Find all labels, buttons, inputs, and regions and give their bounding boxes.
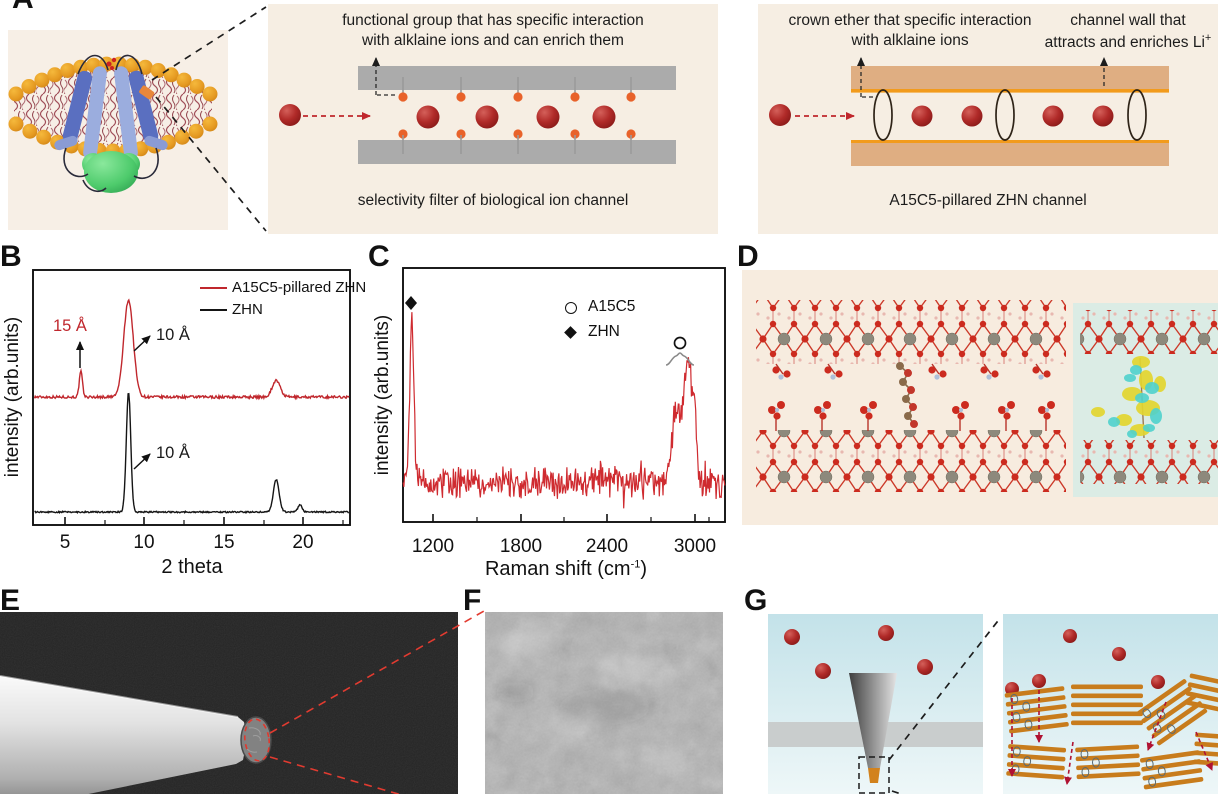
raman-legend-zhn: ZHN <box>588 323 620 340</box>
nitrate-groups <box>768 401 1055 431</box>
zhn-lamellar-stacks <box>1004 673 1218 790</box>
ions <box>769 104 1114 127</box>
raman-trace <box>402 312 726 509</box>
raman-tick-1200: 1200 <box>411 536 455 557</box>
crown-annotation-line2: with alklaine ions <box>851 32 969 49</box>
xrd-ylabel: intensity (arb.units) <box>2 316 23 478</box>
peak-brace-icon <box>665 352 695 366</box>
surface-highlights <box>495 628 700 771</box>
arrow-10A-black-icon <box>133 453 151 470</box>
raman-tick-1800: 1800 <box>499 536 543 557</box>
raman-legend-a15c5: A15C5 <box>588 298 636 315</box>
panel-a-label: A <box>12 0 34 14</box>
right-ions <box>1005 629 1165 696</box>
sem-pipette-image <box>0 612 458 794</box>
wall-annotation-line1: channel wall that <box>1070 12 1186 29</box>
raman-x-ticks <box>432 514 710 522</box>
xrd-trace-a15c5 <box>33 298 350 401</box>
bio-annotation-line1: functional group that has specific inter… <box>342 12 644 29</box>
arrow-10A-red-icon <box>133 335 151 352</box>
xrd-tick-20: 20 <box>292 532 314 553</box>
zhn-channel-panel <box>758 4 1218 234</box>
raman-tick-2400: 2400 <box>585 536 629 557</box>
panel-e-label: E <box>0 584 21 617</box>
orange-fragment <box>139 85 155 100</box>
zhn-channel-caption: A15C5-pillared ZHN channel <box>889 192 1087 209</box>
xrd-ann-10A-black: 10 Å <box>156 444 190 462</box>
tip-zoom-dashed-box-icon <box>858 756 890 794</box>
xrd-tick-15: 15 <box>213 532 235 553</box>
xrd-legend-a15c5: A15C5-pillared ZHN <box>232 279 367 296</box>
ions <box>279 104 616 129</box>
panel-b-label: B <box>0 240 22 273</box>
xrd-legend-line-black-icon <box>200 309 227 311</box>
teal-layer-top <box>1080 310 1218 354</box>
wall-annotation-line2: attracts and enriches Li+ <box>1044 32 1212 52</box>
a15c5-peak-circle-icon <box>673 336 687 350</box>
zhn-walls <box>851 66 1169 166</box>
sem-membrane-surface-image <box>485 612 723 794</box>
xrd-xlabel: 2 theta <box>161 556 223 578</box>
xrd-tick-5: 5 <box>59 532 71 553</box>
device-schematic <box>768 614 1218 794</box>
raman-tick-3000: 3000 <box>673 536 717 557</box>
zhn-peak-diamond-icon <box>405 296 417 310</box>
crown-annotation-line1: crown ether that specific interaction <box>788 12 1032 29</box>
raman-ylabel: intensity (arb.units) <box>372 314 393 476</box>
xrd-annotation-arrows <box>76 335 151 470</box>
interlayer-water-groups <box>772 363 1052 380</box>
li-superscript: + <box>1204 32 1212 44</box>
zhn-layer-top <box>756 300 1066 364</box>
zhn-channel-schematic <box>769 66 1169 166</box>
crown-molecule <box>896 361 921 428</box>
xrd-legend-zhn: ZHN <box>232 301 263 318</box>
panel-f-label: F <box>463 584 482 617</box>
protein-loops <box>63 54 159 193</box>
zhn-tip-plug <box>868 768 880 783</box>
glass-nanopipette-cone <box>849 673 897 768</box>
xrd-ann-10A-red: 10 Å <box>156 326 190 344</box>
pipette-rod <box>0 676 247 794</box>
ion-path-arrows <box>1008 690 1213 785</box>
xrd-x-ticks <box>64 517 344 525</box>
xrd-legend-line-red-icon <box>200 287 227 289</box>
panel-c-label: C <box>368 240 390 273</box>
bio-filter-schematic <box>279 66 676 164</box>
xrd-ann-15A: 15 Å <box>53 317 87 335</box>
crown-ethers <box>873 89 1147 141</box>
protein-helices <box>54 66 168 160</box>
membrane-protein-illustration <box>8 30 228 230</box>
functional-group-pins <box>398 77 636 154</box>
raman-xlabel: Raman shift (cm-1) <box>484 558 648 580</box>
rod-highlight <box>0 675 239 718</box>
raman-legend-circle-icon <box>565 302 577 314</box>
xrd-tick-10: 10 <box>133 532 155 553</box>
panel-g-label: G <box>744 584 768 617</box>
bound-ion <box>106 57 117 70</box>
xrd-trace-zhn <box>34 392 350 515</box>
raman-plot <box>402 267 726 523</box>
intracellular-domain <box>82 151 140 193</box>
panel-d-label: D <box>737 240 759 273</box>
bio-filter-caption: selectivity filter of biological ion cha… <box>357 192 629 209</box>
channel-walls-gray <box>358 66 676 164</box>
pipette-tip-face <box>240 716 272 764</box>
zhn-layer-bottom <box>756 430 1066 492</box>
structure-model-panel <box>742 270 1218 525</box>
raman-plot-frame <box>402 267 726 523</box>
charge-density-isosurfaces <box>1091 356 1166 439</box>
bio-annotation-line2: with alklaine ions and can enrich them <box>362 32 624 49</box>
teal-layer-bottom <box>1080 440 1218 484</box>
xrd-plot <box>32 269 351 526</box>
